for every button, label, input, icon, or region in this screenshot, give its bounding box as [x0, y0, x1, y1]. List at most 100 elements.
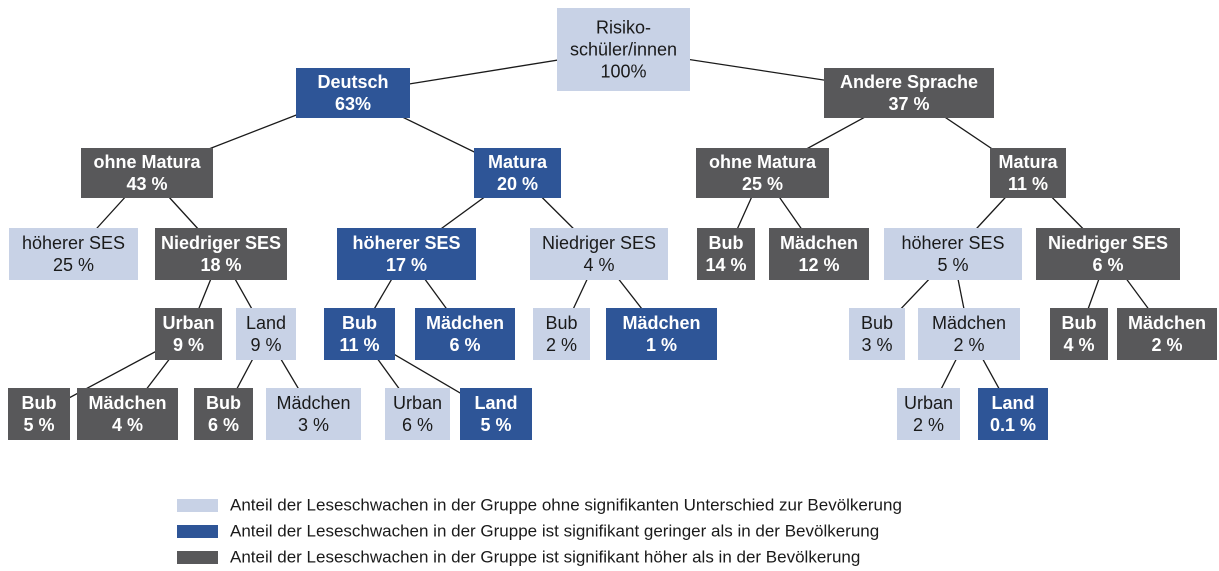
node-label: Bub	[545, 313, 577, 333]
node-label: Matura	[998, 152, 1058, 172]
node-box	[884, 228, 1022, 280]
node-box	[824, 68, 994, 118]
node-label: Niedriger SES	[161, 233, 281, 253]
node-label: ohne Matura	[93, 152, 201, 172]
node-label: Land	[992, 393, 1035, 413]
node-label: Urban	[162, 313, 214, 333]
node-label: 17 %	[386, 255, 427, 275]
node-box	[8, 388, 70, 440]
legend-swatch	[177, 499, 218, 512]
node-box	[266, 388, 361, 440]
node-box	[897, 388, 960, 440]
node-box	[849, 308, 905, 360]
node-label: höherer SES	[22, 233, 125, 253]
node-label: 3 %	[298, 415, 329, 435]
node-label: Bub	[861, 313, 893, 333]
node-box	[978, 388, 1048, 440]
node-label: Risiko-	[596, 17, 651, 37]
node-box	[918, 308, 1020, 360]
node-box	[296, 68, 410, 118]
node-box	[9, 228, 138, 280]
node-label: 4 %	[583, 255, 614, 275]
node-label: Urban	[904, 393, 953, 413]
node-label: 6 %	[208, 415, 239, 435]
node-label: Mädchen	[426, 313, 504, 333]
node-box	[533, 308, 590, 360]
node-box	[990, 148, 1066, 198]
node-label: 2 %	[953, 335, 984, 355]
node-label: 11 %	[339, 335, 379, 355]
node-label: Mädchen	[780, 233, 858, 253]
node-box	[1036, 228, 1180, 280]
node-label: 5 %	[23, 415, 54, 435]
node-box	[155, 308, 222, 360]
node-label: Matura	[488, 152, 548, 172]
node-label: Mädchen	[932, 313, 1006, 333]
node-box	[155, 228, 287, 280]
node-label: 5 %	[480, 415, 511, 435]
node-label: Mädchen	[622, 313, 700, 333]
node-label: Mädchen	[1128, 313, 1206, 333]
node-box	[415, 308, 515, 360]
node-label: Mädchen	[276, 393, 350, 413]
legend-swatch	[177, 551, 218, 564]
node-label: Land	[246, 313, 286, 333]
node-box	[696, 148, 829, 198]
node-label: 63%	[335, 94, 371, 114]
node-box	[236, 308, 296, 360]
node-label: 12 %	[798, 255, 839, 275]
node-box	[385, 388, 450, 440]
node-box	[474, 148, 561, 198]
node-label: Land	[475, 393, 518, 413]
node-label: Deutsch	[317, 72, 388, 92]
node-label: schüler/innen	[570, 39, 677, 59]
node-label: Bub	[709, 233, 744, 253]
node-label: 37 %	[888, 94, 929, 114]
node-label: Bub	[22, 393, 57, 413]
node-label: Bub	[342, 313, 377, 333]
node-label: Niedriger SES	[1048, 233, 1168, 253]
node-label: 6 %	[1092, 255, 1123, 275]
node-label: 3 %	[861, 335, 892, 355]
node-box	[1117, 308, 1217, 360]
node-label: 18 %	[200, 255, 241, 275]
node-label: 2 %	[913, 415, 944, 435]
node-label: Niedriger SES	[542, 233, 656, 253]
node-label: 9 %	[173, 335, 204, 355]
legend-label: Anteil der Leseschwachen in der Gruppe i…	[230, 521, 879, 540]
node-box	[697, 228, 755, 280]
node-box	[557, 8, 690, 91]
node-label: höherer SES	[901, 233, 1004, 253]
node-box	[194, 388, 253, 440]
node-label: 2 %	[546, 335, 577, 355]
node-label: 25 %	[53, 255, 94, 275]
node-label: 6 %	[402, 415, 433, 435]
node-label: 43 %	[126, 174, 167, 194]
node-box	[460, 388, 532, 440]
node-label: 14 %	[705, 255, 746, 275]
